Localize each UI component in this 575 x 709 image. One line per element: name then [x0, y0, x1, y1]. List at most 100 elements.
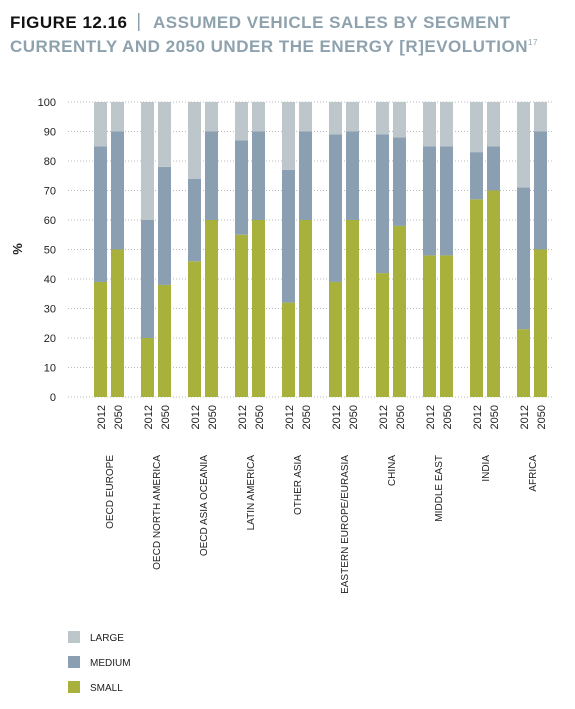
bar-segment	[235, 234, 248, 397]
x-tick-label: 2050	[536, 405, 548, 429]
bar-segment	[346, 131, 359, 220]
y-tick-label: 100	[38, 97, 56, 109]
chart-title: ASSUMED VEHICLE SALES BY SEGMENT	[153, 13, 511, 32]
legend-label: LARGE	[90, 633, 124, 644]
x-tick-label: 2050	[348, 405, 360, 429]
bar-segment	[141, 338, 154, 397]
bar-segment	[517, 329, 530, 397]
bar-segment	[252, 102, 265, 132]
bar-segment	[534, 131, 547, 250]
bar-segment	[534, 102, 547, 132]
x-tick-label: 2012	[237, 405, 249, 429]
x-tick-label: 2012	[378, 405, 390, 429]
x-tick-label: 2050	[301, 405, 313, 429]
bar-segment	[329, 281, 342, 397]
bar-segment	[440, 255, 453, 397]
bar-segment	[235, 140, 248, 235]
bar-segment	[376, 134, 389, 274]
bar-segment	[517, 187, 530, 330]
bar-segment	[94, 281, 107, 397]
x-tick-label: 2012	[331, 405, 343, 429]
bar-segment	[205, 131, 218, 220]
bar-segment	[487, 190, 500, 397]
legend-swatch	[68, 656, 80, 668]
y-tick-label: 0	[50, 392, 56, 404]
bar-segment	[188, 102, 201, 179]
bar-segment	[158, 166, 171, 285]
bar-segment	[470, 199, 483, 397]
bar-segment	[282, 169, 295, 303]
bar-segment	[470, 102, 483, 153]
y-axis-label: %	[10, 243, 25, 255]
x-tick-label: 2012	[284, 405, 296, 429]
bar-segment	[205, 102, 218, 132]
bar-segment	[94, 146, 107, 282]
y-tick-label: 20	[44, 333, 56, 345]
bar-segment	[534, 249, 547, 397]
legend-swatch	[68, 681, 80, 693]
bar-segment	[487, 146, 500, 191]
bar-segment	[487, 102, 500, 147]
group-label: CHINA	[387, 455, 398, 486]
bar-segment	[282, 102, 295, 170]
y-tick-label: 40	[44, 274, 56, 286]
chart-title: CURRENTLY AND 2050 UNDER THE ENERGY [R]E…	[10, 37, 528, 56]
bar-segment	[111, 249, 124, 397]
bar-segment	[393, 102, 406, 138]
bar-segment	[141, 220, 154, 338]
x-tick-label: 2050	[489, 405, 501, 429]
bar-segment	[111, 102, 124, 132]
y-tick-label: 60	[44, 215, 56, 227]
bar-segment	[376, 273, 389, 397]
group-label: OECD EUROPE	[105, 455, 116, 529]
bar-segment	[423, 102, 436, 147]
group-label: OTHER ASIA	[293, 455, 304, 515]
legend-label: SMALL	[90, 683, 123, 694]
bar-segment	[329, 102, 342, 135]
bar-segment	[517, 102, 530, 188]
bar-segment	[94, 102, 107, 147]
x-tick-label: 2050	[442, 405, 454, 429]
bar-segment	[440, 146, 453, 256]
bar-segment	[188, 261, 201, 397]
y-tick-label: 70	[44, 186, 56, 198]
bar-segment	[282, 302, 295, 397]
bar-segment	[440, 102, 453, 147]
figure-label: FIGURE 12.16	[10, 13, 128, 32]
bar-segment	[470, 152, 483, 200]
bar-segment	[188, 178, 201, 262]
x-tick-label: 2012	[96, 405, 108, 429]
x-tick-label: 2012	[190, 405, 202, 429]
title-note: 17	[528, 38, 538, 47]
bar-segment	[299, 220, 312, 397]
y-tick-label: 30	[44, 304, 56, 316]
y-tick-label: 10	[44, 363, 56, 375]
bar-segment	[299, 102, 312, 132]
bar-segment	[423, 146, 436, 256]
group-label: EASTERN EUROPE/EURASIA	[340, 455, 351, 594]
group-label: AFRICA	[528, 455, 539, 492]
bar-segment	[299, 131, 312, 220]
bar-segment	[111, 131, 124, 250]
bar-segment	[235, 102, 248, 141]
group-label: MIDDLE EAST	[434, 455, 445, 522]
group-label: OECD ASIA OCEANIA	[199, 455, 210, 556]
bar-segment	[393, 225, 406, 397]
x-tick-label: 2050	[395, 405, 407, 429]
bar-segment	[423, 255, 436, 397]
x-tick-label: 2050	[254, 405, 266, 429]
x-tick-label: 2012	[519, 405, 531, 429]
bar-segment	[205, 220, 218, 397]
bar-segment	[158, 284, 171, 397]
x-tick-label: 2012	[472, 405, 484, 429]
x-tick-label: 2050	[160, 405, 172, 429]
bar-segment	[158, 102, 171, 167]
bar-segment	[393, 137, 406, 226]
bar-segment	[346, 220, 359, 397]
bar-segment	[376, 102, 389, 135]
x-tick-label: 2050	[113, 405, 125, 429]
legend-label: MEDIUM	[90, 658, 131, 669]
x-tick-label: 2050	[207, 405, 219, 429]
bar-segment	[141, 102, 154, 220]
